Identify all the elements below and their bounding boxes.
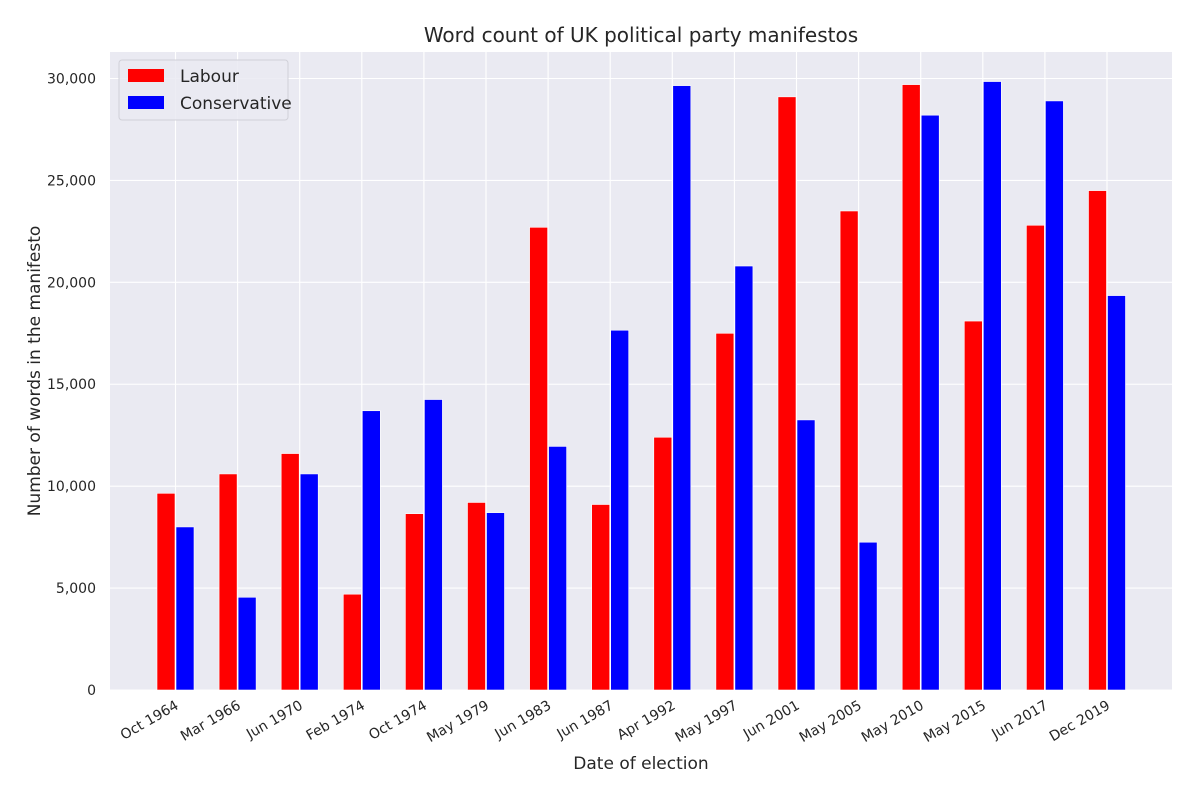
bar-labour-may-2015 [963, 320, 983, 691]
x-tick-label: May 2005 [797, 698, 865, 746]
x-tick-label: Apr 1992 [615, 698, 679, 744]
bar-labour-may-1979 [467, 502, 486, 691]
bar-conservative-oct-1964 [175, 526, 195, 691]
bar-labour-may-2010 [901, 84, 921, 691]
legend: Labour Conservative [118, 59, 292, 121]
x-tick-label: Jun 2017 [988, 698, 1051, 743]
x-tick-label: Oct 1974 [366, 698, 430, 744]
bar-conservative-may-1997 [734, 265, 754, 691]
chart-title: Word count of UK political party manifes… [424, 23, 858, 47]
bar-labour-jun-2001 [777, 96, 797, 691]
bar-conservative-may-1979 [486, 512, 505, 691]
bar-labour-jun-1987 [591, 504, 611, 691]
x-tick-label: Mar 1966 [178, 698, 244, 745]
bar-conservative-oct-1974 [424, 399, 443, 691]
bar-labour-may-1997 [715, 332, 735, 691]
bar-conservative-apr-1992 [672, 85, 692, 691]
x-tick-label: May 2010 [859, 698, 927, 746]
bar-conservative-mar-1966 [237, 596, 257, 691]
bar-conservative-may-2010 [920, 114, 940, 691]
bar-conservative-may-2005 [858, 541, 878, 691]
bar-conservative-jun-2017 [1045, 100, 1064, 691]
bar-conservative-jun-2001 [796, 419, 816, 691]
bar-labour-oct-1974 [405, 513, 424, 691]
y-tick-label: 30,000 [47, 71, 96, 87]
legend-swatch-conservative [128, 96, 164, 109]
bar-conservative-may-2015 [982, 81, 1002, 691]
y-tick-label: 0 [87, 683, 96, 699]
bar-labour-jun-1970 [280, 453, 300, 691]
x-tick-label: Jun 1987 [554, 698, 617, 743]
x-tick-label: Oct 1964 [118, 698, 182, 744]
bar-labour-may-2005 [839, 210, 859, 691]
bar-conservative-jun-1983 [548, 446, 567, 691]
y-tick-label: 20,000 [47, 275, 96, 291]
legend-label-labour: Labour [180, 67, 239, 87]
y-tick-label: 5,000 [56, 581, 96, 597]
y-tick-label: 15,000 [47, 377, 96, 393]
plot-area [110, 52, 1172, 690]
x-tick-label: May 1997 [673, 698, 741, 746]
bar-labour-mar-1966 [218, 473, 238, 691]
legend-label-conservative: Conservative [180, 94, 292, 114]
bar-labour-jun-1983 [529, 226, 548, 691]
x-tick-label: Feb 1974 [304, 698, 368, 744]
bar-labour-apr-1992 [653, 436, 673, 691]
bar-conservative-jun-1970 [299, 473, 319, 691]
x-tick-label: May 1979 [424, 698, 492, 746]
y-tick-label: 25,000 [47, 173, 96, 189]
x-tick-label: May 2015 [921, 698, 989, 746]
bar-labour-jun-2017 [1026, 224, 1045, 691]
x-tick-label: Jun 1970 [243, 698, 306, 743]
legend-swatch-labour [128, 69, 164, 82]
y-tick-labels: 0 5,000 10,000 15,000 20,000 25,000 30,000 [47, 71, 96, 699]
bar-labour-dec-2019 [1088, 190, 1107, 691]
gridlines [110, 52, 1172, 691]
bars [156, 81, 1126, 691]
bar-conservative-jun-1987 [610, 329, 630, 691]
x-tick-label: Jun 1983 [492, 698, 555, 743]
x-tick-label: Jun 2001 [740, 698, 803, 743]
x-tick-label: Dec 2019 [1047, 698, 1113, 745]
bar-labour-oct-1964 [156, 493, 176, 691]
bar-conservative-feb-1974 [361, 410, 381, 691]
y-axis-label: Number of words in the manifesto [25, 226, 45, 517]
x-axis-label: Date of election [573, 754, 708, 774]
bar-conservative-dec-2019 [1107, 295, 1126, 691]
y-tick-label: 10,000 [47, 479, 96, 495]
bar-labour-feb-1974 [342, 593, 362, 691]
